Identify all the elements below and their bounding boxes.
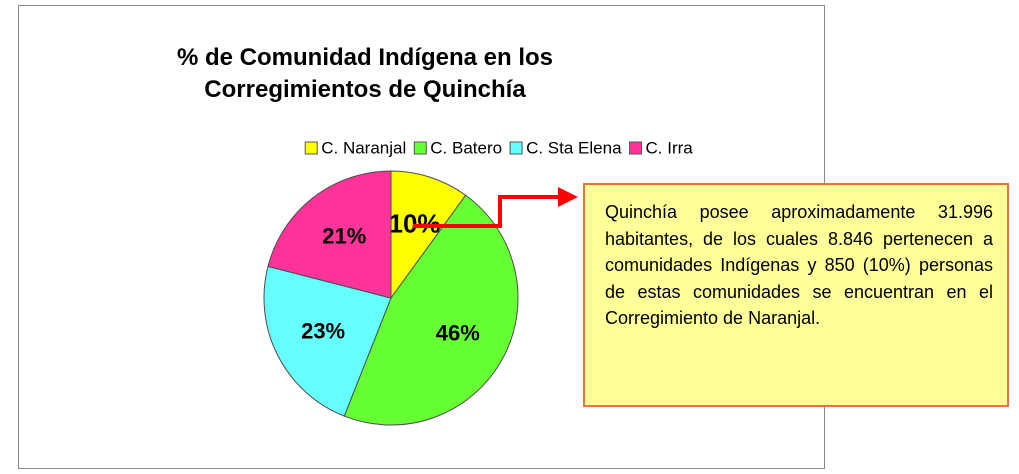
- legend-swatch: [304, 141, 318, 155]
- data-label: 10%: [389, 208, 441, 238]
- chart-title: % de Comunidad Indígena en los Corregimi…: [176, 44, 554, 103]
- arrow-head: [558, 187, 578, 207]
- pie: 10% 46% 23% 21%: [263, 170, 519, 426]
- pie-slice: [267, 170, 392, 299]
- pie-slice: [343, 194, 519, 426]
- arrow-line: [413, 195, 562, 228]
- legend-label: C. Batero: [430, 138, 502, 157]
- legend-label: C. Irra: [646, 138, 694, 157]
- data-label: 21%: [322, 224, 366, 249]
- data-label: 46%: [436, 321, 480, 346]
- pie-slice: [390, 170, 467, 300]
- annotation: Quinchía posee aproximadamente 31.996 ha…: [583, 183, 1009, 407]
- legend-label: C. Sta Elena: [526, 138, 622, 157]
- legend-swatch: [629, 141, 643, 155]
- legend: C. Naranjal C. Batero C. Sta Elena C. Irra: [304, 138, 694, 157]
- data-label: 23%: [301, 318, 345, 343]
- legend-swatch: [509, 141, 523, 155]
- legend-swatch: [413, 141, 427, 155]
- legend-label: C. Naranjal: [321, 138, 406, 157]
- pie-slice: [263, 265, 392, 417]
